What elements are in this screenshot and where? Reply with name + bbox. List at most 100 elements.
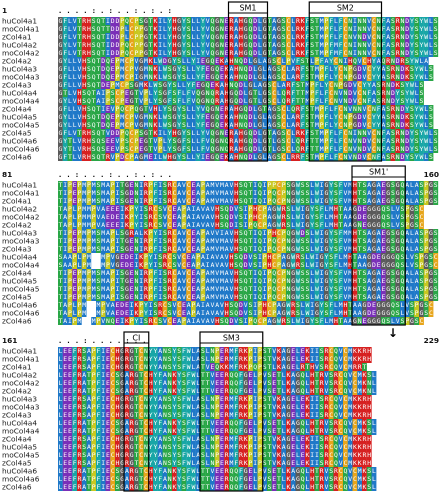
residue-letter: G bbox=[391, 261, 395, 269]
residue-letter: D bbox=[120, 153, 124, 161]
residue-letter: P bbox=[419, 261, 423, 269]
residue-letter: L bbox=[158, 153, 162, 161]
residue-cell bbox=[366, 49, 372, 57]
residue-cell bbox=[257, 17, 263, 25]
residue-letter: L bbox=[310, 245, 314, 253]
residue-cell bbox=[77, 65, 82, 73]
residue-letter: K bbox=[225, 113, 229, 121]
residue-cell bbox=[366, 113, 372, 121]
residue-letter: T bbox=[315, 145, 319, 153]
residue-letter: T bbox=[120, 277, 124, 285]
residue-cell bbox=[305, 97, 310, 105]
residue-letter: A bbox=[358, 261, 362, 269]
residue-letter: L bbox=[68, 105, 72, 113]
residue-cell bbox=[357, 49, 363, 57]
residue-cell bbox=[110, 33, 116, 41]
residue-letter: S bbox=[92, 137, 96, 145]
residue-cell bbox=[423, 33, 429, 41]
residue-letter: V bbox=[201, 105, 205, 113]
residue-letter: Y bbox=[415, 153, 419, 161]
residue-letter: S bbox=[87, 113, 91, 121]
residue-letter: Y bbox=[163, 105, 167, 113]
residue-letter: A bbox=[106, 197, 110, 205]
residue-letter: M bbox=[305, 97, 309, 105]
residue-cell bbox=[333, 81, 339, 89]
residue-letter: H bbox=[234, 105, 238, 113]
residue-letter: P bbox=[320, 121, 324, 129]
residue-cell bbox=[419, 25, 424, 33]
residue-letter: T bbox=[296, 89, 300, 97]
residue-letter: M bbox=[82, 197, 86, 205]
residue-letter: P bbox=[267, 189, 271, 197]
residue-cell bbox=[91, 153, 97, 161]
residue-letter: I bbox=[115, 237, 119, 245]
residue-cell bbox=[371, 25, 377, 33]
residue-cell bbox=[314, 153, 320, 161]
residue-letter: I bbox=[134, 253, 138, 261]
residue-letter: G bbox=[367, 213, 371, 221]
residue-letter: V bbox=[182, 245, 186, 253]
residue-letter: L bbox=[163, 145, 167, 153]
residue-letter: G bbox=[177, 49, 181, 57]
residue-cell bbox=[110, 57, 116, 65]
residue-letter: H bbox=[82, 73, 86, 81]
residue-letter: V bbox=[367, 41, 371, 49]
residue-letter: S bbox=[239, 245, 243, 253]
residue-letter: V bbox=[248, 261, 252, 269]
residue-letter: I bbox=[353, 49, 357, 57]
residue-letter: C bbox=[277, 237, 281, 245]
residue-letter: V bbox=[77, 105, 81, 113]
residue-letter: E bbox=[196, 81, 200, 89]
residue-cell bbox=[286, 145, 291, 153]
residue-letter: L bbox=[196, 25, 200, 33]
residue-letter: L bbox=[191, 129, 195, 137]
residue-letter: G bbox=[177, 41, 181, 49]
residue-cell bbox=[148, 181, 154, 189]
residue-cell bbox=[267, 65, 272, 73]
residue-cell bbox=[134, 25, 139, 33]
residue-letter: G bbox=[244, 49, 248, 57]
residue-cell bbox=[77, 97, 82, 105]
residue-letter: S bbox=[405, 57, 409, 65]
residue-cell bbox=[423, 113, 429, 121]
residue-letter: E bbox=[172, 213, 176, 221]
residue-letter: A bbox=[196, 213, 200, 221]
residue-letter: C bbox=[367, 153, 371, 161]
sequence-row: huCol4a6 G Y T L V R H S Q S E E V P S C P E G T V P L Y S G F S L L F V… bbox=[2, 136, 439, 145]
residue-letter: Y bbox=[168, 25, 172, 33]
residue-letter: D bbox=[239, 89, 243, 97]
residue-letter: G bbox=[429, 245, 433, 253]
residue-letter: Y bbox=[396, 89, 400, 97]
residue-letter: C bbox=[334, 57, 338, 65]
residue-cell bbox=[96, 113, 101, 121]
residue-letter: R bbox=[296, 153, 300, 161]
residue-letter: R bbox=[282, 205, 286, 213]
residue-cell bbox=[262, 153, 268, 161]
residue-cell bbox=[100, 33, 106, 41]
residue-cell bbox=[414, 17, 420, 25]
residue-cell bbox=[195, 49, 201, 57]
residue-letter: S bbox=[415, 49, 419, 57]
residue-letter: E bbox=[139, 145, 143, 153]
residue-cell bbox=[271, 81, 277, 89]
residue-letter: C bbox=[286, 137, 290, 145]
residue-letter: G bbox=[229, 89, 233, 97]
residue-cell bbox=[409, 81, 415, 89]
residue-letter: P bbox=[282, 197, 286, 205]
residue-letter: D bbox=[111, 213, 115, 221]
residue-cell bbox=[195, 145, 201, 153]
residue-cell bbox=[115, 105, 120, 113]
residue-letter: A bbox=[415, 229, 419, 237]
residue-cell bbox=[281, 181, 287, 189]
residue-letter: G bbox=[386, 237, 390, 245]
residue-letter: S bbox=[410, 105, 414, 113]
residue-cell bbox=[362, 73, 367, 81]
residue-letter: Q bbox=[106, 113, 110, 121]
residue-cell bbox=[172, 41, 177, 49]
residue-cell bbox=[157, 57, 163, 65]
residue-letter: I bbox=[263, 229, 267, 237]
residue-letter: I bbox=[263, 181, 267, 189]
residue-letter: N bbox=[134, 181, 138, 189]
residue-letter: E bbox=[210, 81, 214, 89]
residue-letter: F bbox=[63, 17, 67, 25]
